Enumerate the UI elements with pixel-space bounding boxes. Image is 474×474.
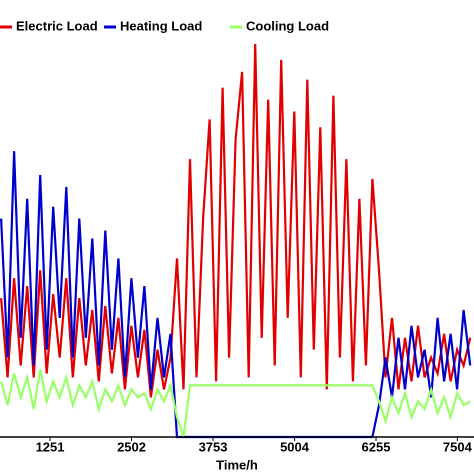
x-tick-label: 6255 xyxy=(362,439,391,454)
x-tick-label: 2502 xyxy=(117,439,146,454)
legend-label: Electric Load xyxy=(16,18,98,33)
series-line xyxy=(0,43,472,398)
x-tick-label: 7504 xyxy=(443,439,473,454)
x-tick-label: 1251 xyxy=(36,439,65,454)
legend-label: Cooling Load xyxy=(246,18,329,33)
x-tick-label: 5004 xyxy=(280,439,310,454)
x-axis-label: Time/h xyxy=(216,457,258,472)
x-tick-label: 3753 xyxy=(199,439,228,454)
series-line xyxy=(0,151,472,439)
series-line xyxy=(0,369,471,438)
legend-label: Heating Load xyxy=(120,18,202,33)
